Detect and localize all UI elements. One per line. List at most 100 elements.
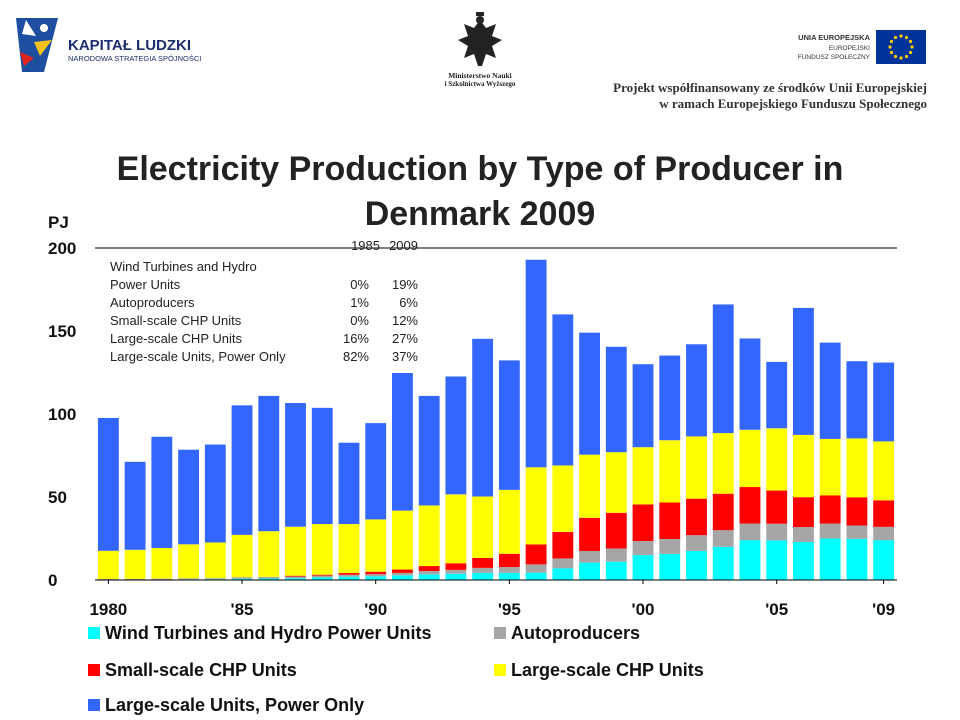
bar-auto-2008 (846, 525, 868, 539)
share-table-value-1985: 0% (350, 277, 369, 292)
bar-auto-2002 (686, 535, 707, 551)
bar-wind-2008 (846, 538, 868, 580)
bar-auto-2000 (632, 540, 654, 556)
bar-power_only-2006 (793, 307, 814, 435)
chart-title-line2: Denmark 2009 (365, 195, 596, 233)
bar-auto-1987 (285, 576, 306, 579)
bar-large_chp-1980 (97, 550, 119, 580)
bar-small-1992 (418, 566, 440, 572)
legend-label-auto: Autoproducers (511, 623, 640, 643)
bar-wind-1988 (311, 577, 333, 580)
bar-large_chp-2009 (873, 441, 895, 501)
ministry-line2: i Szkolnictwa Wyższego (445, 80, 516, 88)
bar-power_only-1982 (151, 436, 173, 548)
bar-large_chp-1989 (338, 524, 360, 574)
bar-power_only-1988 (311, 407, 333, 525)
bar-large_chp-1996 (525, 467, 547, 545)
bar-small-2003 (712, 493, 734, 531)
bar-power_only-2000 (632, 364, 654, 448)
bar-power_only-1981 (124, 461, 146, 550)
bar-auto-1991 (392, 572, 413, 576)
bar-small-1987 (285, 575, 306, 577)
eu-star-icon (899, 56, 903, 60)
bar-power_only-1990 (365, 423, 387, 520)
bar-power_only-1996 (525, 259, 547, 468)
ministry-logo: Ministerstwo Nauki i Szkolnictwa Wyższeg… (445, 12, 516, 88)
x-tick-label-2009: '09 (872, 600, 895, 619)
bar-large_chp-2002 (686, 436, 707, 499)
bar-auto-1988 (311, 575, 333, 578)
bar-small-2008 (846, 497, 868, 526)
share-table-row-label: Large-scale Units, Power Only (110, 349, 286, 364)
legend-swatch-auto (494, 627, 506, 639)
eu-line2: EUROPEJSKI (829, 45, 870, 52)
legend-label-power_only: Large-scale Units, Power Only (105, 695, 364, 715)
bar-wind-2009 (873, 540, 895, 580)
legend-swatch-small (88, 664, 100, 676)
eu-star-icon (889, 39, 894, 44)
bar-small-2002 (686, 498, 707, 536)
x-ticks (107, 580, 885, 584)
bar-auto-2006 (793, 527, 814, 542)
bar-power_only-1989 (338, 442, 360, 525)
project-line1: Projekt współfinansowany ze środków Unii… (613, 80, 927, 95)
legend-swatch-wind (88, 627, 100, 639)
bar-auto-1989 (338, 574, 360, 577)
legend-swatch-large_chp (494, 664, 506, 676)
y-axis-label: PJ (48, 213, 69, 232)
bar-large_chp-1988 (311, 524, 333, 575)
eu-star-icon (893, 35, 898, 40)
kapital-ludzki-logo: KAPITAŁ LUDZKI NARODOWA STRATEGIA SPÓJNO… (16, 18, 201, 72)
bar-power_only-2003 (712, 304, 734, 434)
bar-auto-1986 (258, 576, 280, 579)
bar-power_only-1983 (178, 449, 199, 545)
bar-wind-1993 (445, 573, 467, 580)
bar-small-2007 (819, 495, 841, 524)
bar-wind-2001 (659, 553, 681, 580)
bar-wind-2000 (632, 555, 654, 580)
bar-auto-1996 (525, 564, 547, 573)
eu-star-icon (904, 35, 909, 40)
share-table-value-1985: 16% (343, 331, 369, 346)
bar-large_chp-2004 (739, 429, 761, 488)
bar-auto-1982 (151, 578, 173, 580)
bar-auto-1992 (418, 571, 440, 575)
eu-line1: UNIA EUROPEJSKA (798, 33, 870, 42)
bar-large_chp-1990 (365, 519, 387, 572)
share-table: 1985 2009 Wind Turbines and Hydro Power Uni… (100, 238, 420, 373)
bar-small-2009 (873, 500, 895, 527)
bar-power_only-1994 (472, 338, 494, 497)
share-table-value-2009: 27% (392, 331, 418, 346)
bar-wind-2003 (712, 546, 734, 580)
x-tick-label-1980: 1980 (89, 600, 127, 619)
bar-large_chp-1983 (178, 544, 199, 579)
bar-auto-2004 (739, 523, 761, 541)
bar-small-1988 (311, 574, 333, 576)
bar-wind-1990 (365, 576, 387, 580)
share-table-value-2009: 6% (399, 295, 418, 310)
bar-wind-1994 (472, 572, 494, 580)
share-table-value-1985: 1% (350, 295, 369, 310)
eu-star-icon (908, 39, 913, 44)
bar-wind-2006 (793, 541, 814, 580)
bar-small-1994 (472, 557, 494, 568)
bar-power_only-2009 (873, 362, 895, 442)
x-tick-label-2005: '05 (765, 600, 788, 619)
bar-large_chp-2000 (632, 447, 654, 505)
bar-power_only-2008 (846, 361, 868, 439)
bar-wind-2007 (819, 538, 841, 580)
bar-small-2006 (793, 497, 814, 528)
bar-large_chp-2008 (846, 438, 868, 498)
bar-wind-1998 (579, 562, 600, 580)
bar-power_only-1995 (498, 360, 520, 490)
bar-auto-1995 (498, 567, 520, 573)
share-table-background (100, 253, 420, 373)
x-tick-label-1990: '90 (364, 600, 387, 619)
share-table-col-1985: 1985 (351, 238, 380, 253)
bar-power_only-1984 (204, 444, 226, 543)
bar-auto-1993 (445, 569, 467, 574)
bar-large_chp-2007 (819, 438, 841, 496)
bar-auto-2007 (819, 523, 841, 539)
bar-power_only-2001 (659, 355, 681, 441)
bar-power_only-2002 (686, 344, 707, 437)
